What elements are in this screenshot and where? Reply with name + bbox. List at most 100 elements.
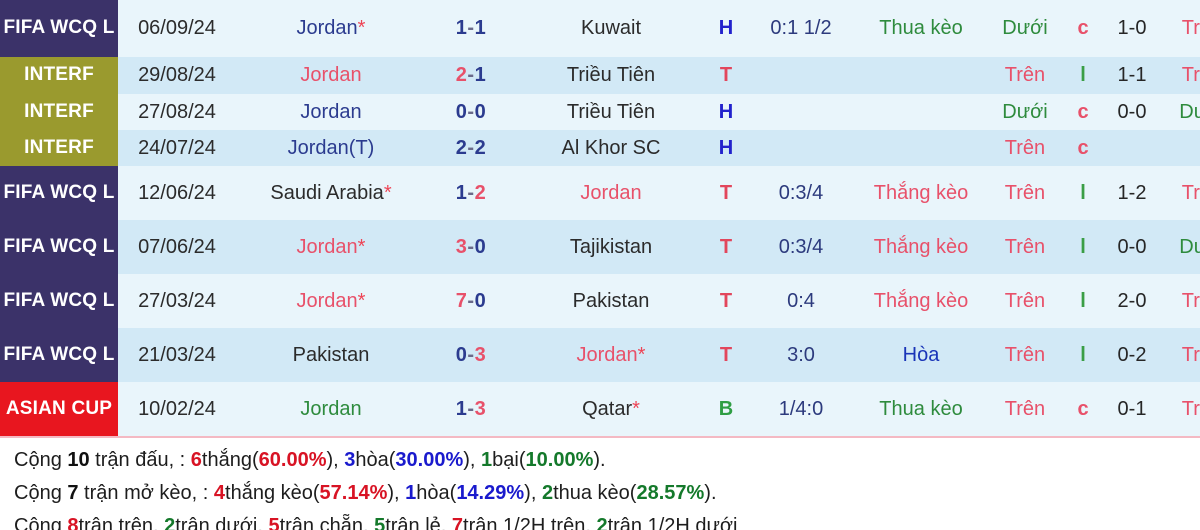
table-row[interactable]: FIFA WCQ L 07/06/24 Jordan* 3-0 Tajikistan T 0… bbox=[0, 220, 1200, 274]
odd-even-letter: l bbox=[1080, 181, 1086, 204]
halftime-score: 0-1 bbox=[1117, 397, 1147, 420]
away-team[interactable]: Kuwait bbox=[516, 0, 706, 57]
home-away-indicator: T bbox=[706, 166, 746, 220]
halftime-over-under: Trên bbox=[1181, 343, 1200, 366]
score-away: 1 bbox=[474, 17, 487, 39]
home-team[interactable]: Jordan* bbox=[236, 220, 426, 274]
score-away: 2 bbox=[474, 181, 487, 204]
home-team[interactable]: Jordan* bbox=[236, 274, 426, 328]
table-row[interactable]: FIFA WCQ L 06/09/24 Jordan* 1-1 Kuwait H 0:1 1… bbox=[0, 0, 1200, 57]
summary-value: 5 bbox=[268, 515, 280, 530]
over-under-result: Dưới bbox=[1002, 17, 1048, 39]
score-home: 3 bbox=[455, 235, 468, 258]
match-date: 27/03/24 bbox=[138, 289, 216, 312]
handicap-result bbox=[856, 130, 986, 166]
odd-even-result: l bbox=[1064, 274, 1102, 328]
away-team[interactable]: Tajikistan bbox=[516, 220, 706, 274]
halftime-over-under: Trên bbox=[1181, 17, 1200, 39]
halftime-score: 1-1 bbox=[1117, 64, 1147, 86]
handicap-result: Thắng kèo bbox=[873, 289, 969, 312]
away-team[interactable]: Qatar* bbox=[516, 382, 706, 436]
odd-even-result: l bbox=[1064, 57, 1102, 94]
table-row[interactable]: FIFA WCQ L 21/03/24 Pakistan 0-3 Jordan* T 3:0… bbox=[0, 328, 1200, 382]
summary-text: Cộng bbox=[14, 449, 68, 471]
home-team[interactable]: Jordan bbox=[236, 382, 426, 436]
away-team[interactable]: Al Khor SC bbox=[516, 130, 706, 166]
over-under-result: Trên bbox=[1004, 289, 1046, 312]
final-score: 3-0 bbox=[426, 220, 516, 274]
summary-line-handicap: Cộng 7 trận mở kèo, : 4thắng kèo(57.14%)… bbox=[14, 477, 1186, 510]
score-away: 2 bbox=[474, 136, 487, 159]
handicap-line bbox=[746, 94, 856, 130]
summary-value: 4 bbox=[213, 482, 226, 504]
handicap-line: 1/4:0 bbox=[778, 397, 824, 420]
odd-even-result: c bbox=[1064, 0, 1102, 57]
away-team[interactable]: Pakistan bbox=[516, 274, 706, 328]
table-row[interactable]: INTERF 24/07/24 Jordan(T) 2-2 Al Khor SC H Trê… bbox=[0, 130, 1200, 166]
away-team[interactable]: Triều Tiên bbox=[516, 57, 706, 94]
away-team[interactable]: Jordan* bbox=[516, 328, 706, 382]
summary-text: Cộng bbox=[14, 515, 68, 530]
handicap-line: 3:0 bbox=[787, 343, 815, 366]
odd-even-letter: c bbox=[1077, 17, 1089, 39]
home-team[interactable]: Jordan(T) bbox=[236, 130, 426, 166]
summary-value: 7 bbox=[67, 482, 79, 504]
summary-text: hòa( bbox=[416, 482, 457, 504]
away-team-name: Kuwait bbox=[580, 17, 642, 39]
over-under-result: Trên bbox=[1004, 235, 1046, 258]
league-badge: INTERF bbox=[0, 94, 118, 130]
final-score: 7-0 bbox=[426, 274, 516, 328]
match-date: 06/09/24 bbox=[138, 17, 216, 39]
home-team[interactable]: Saudi Arabia* bbox=[236, 166, 426, 220]
handicap-line: 0:1 1/2 bbox=[770, 17, 832, 39]
home-away-indicator: B bbox=[706, 382, 746, 436]
away-team-name: Qatar bbox=[582, 397, 633, 420]
handicap-line: 0:4 bbox=[787, 289, 815, 312]
home-away-indicator: H bbox=[706, 0, 746, 57]
halftime-over-under: Dưới bbox=[1179, 100, 1200, 123]
odd-even-letter: l bbox=[1080, 289, 1086, 312]
home-team[interactable]: Jordan* bbox=[236, 0, 426, 57]
summary-text: trận dưới, bbox=[175, 515, 269, 530]
handicap-line bbox=[746, 130, 856, 166]
halftime-score: 1-0 bbox=[1117, 17, 1147, 39]
away-team[interactable]: Jordan bbox=[516, 166, 706, 220]
table-row[interactable]: FIFA WCQ L 12/06/24 Saudi Arabia* 1-2 Jordan… bbox=[0, 166, 1200, 220]
match-date: 10/02/24 bbox=[138, 397, 216, 420]
over-under-result: Trên bbox=[1004, 64, 1046, 86]
home-team-star: * bbox=[357, 289, 366, 312]
table-row[interactable]: ASIAN CUP 10/02/24 Jordan 1-3 Qatar* B 1/4:0 Th… bbox=[0, 382, 1200, 436]
table-row[interactable]: INTERF 29/08/24 Jordan 2-1 Triều Tiên T Trên l 1… bbox=[0, 57, 1200, 94]
away-team[interactable]: Triều Tiên bbox=[516, 94, 706, 130]
home-team[interactable]: Jordan bbox=[236, 57, 426, 94]
home-away-letter: H bbox=[718, 136, 734, 159]
score-away: 0 bbox=[474, 100, 487, 123]
halftime-score: 2-0 bbox=[1117, 289, 1147, 312]
summary-value: 14.29% bbox=[456, 482, 525, 504]
summary-value: 1 bbox=[481, 449, 493, 471]
home-team[interactable]: Jordan bbox=[236, 94, 426, 130]
score-away: 3 bbox=[474, 397, 487, 420]
final-score: 1-2 bbox=[426, 166, 516, 220]
summary-value: 10 bbox=[67, 449, 90, 471]
score-home: 1 bbox=[455, 397, 468, 420]
score-away: 3 bbox=[474, 343, 487, 366]
odd-even-result: l bbox=[1064, 166, 1102, 220]
halftime-over-under: Trên bbox=[1181, 64, 1200, 86]
league-badge: INTERF bbox=[0, 130, 118, 166]
home-away-letter: T bbox=[719, 181, 733, 204]
score-separator: - bbox=[467, 181, 475, 204]
league-badge: FIFA WCQ L bbox=[0, 166, 118, 220]
league-badge: FIFA WCQ L bbox=[0, 0, 118, 57]
summary-line-results: Cộng 10 trận đấu, : 6thắng(60.00%), 3hòa… bbox=[14, 444, 1186, 477]
table-row[interactable]: INTERF 27/08/24 Jordan 0-0 Triều Tiên H Dưới c 0… bbox=[0, 94, 1200, 130]
final-score: 0-0 bbox=[426, 94, 516, 130]
summary-value: 8 bbox=[67, 515, 79, 530]
summary-text: trận mở kèo, : bbox=[78, 482, 214, 504]
table-row[interactable]: FIFA WCQ L 27/03/24 Jordan* 7-0 Pakistan T 0:4… bbox=[0, 274, 1200, 328]
league-badge: FIFA WCQ L bbox=[0, 328, 118, 382]
home-team[interactable]: Pakistan bbox=[236, 328, 426, 382]
summary-text: thua kèo( bbox=[553, 482, 637, 504]
away-team-star: * bbox=[632, 397, 640, 420]
odd-even-letter: c bbox=[1077, 136, 1089, 159]
